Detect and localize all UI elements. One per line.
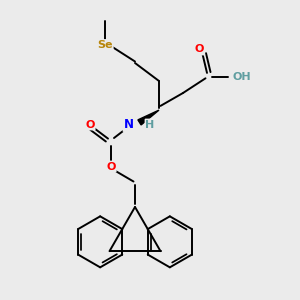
Text: Se: Se — [97, 40, 113, 50]
Text: O: O — [106, 161, 116, 172]
Text: O: O — [85, 119, 95, 130]
Text: H: H — [146, 119, 155, 130]
Text: O: O — [195, 44, 204, 55]
Text: OH: OH — [232, 71, 251, 82]
Polygon shape — [138, 110, 159, 125]
Text: N: N — [124, 118, 134, 131]
